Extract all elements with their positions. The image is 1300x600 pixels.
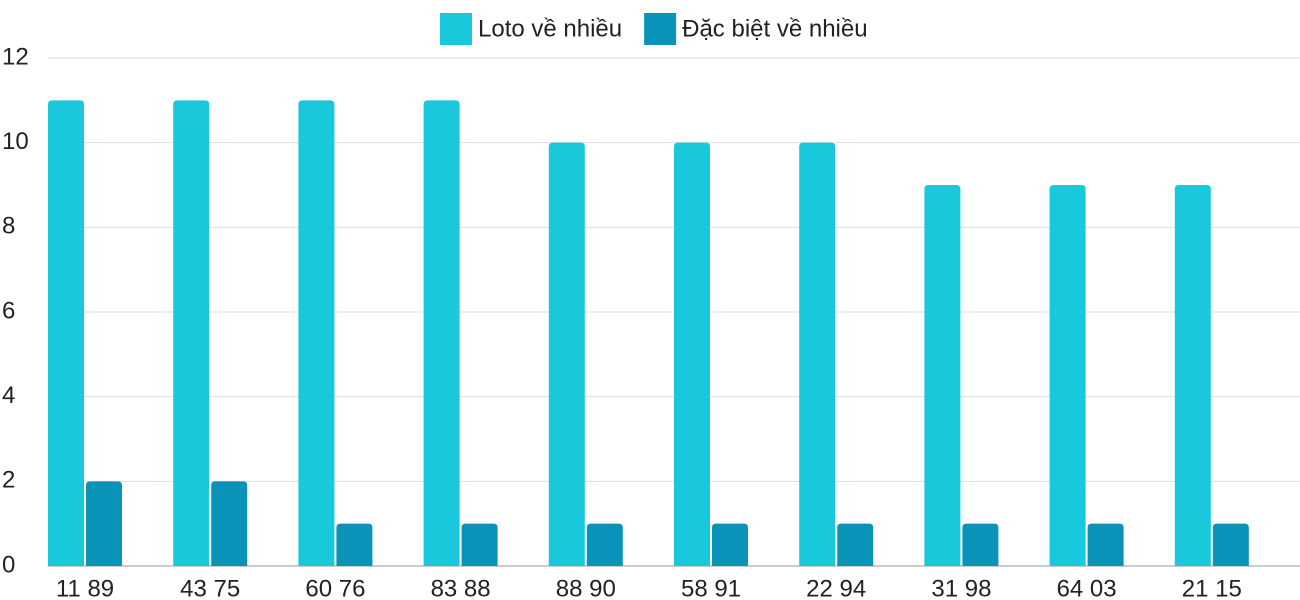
bar (1174, 185, 1211, 566)
bar (548, 142, 585, 566)
bar (799, 142, 836, 566)
bar (962, 523, 999, 566)
bar (336, 523, 373, 566)
x-tick-label: 60 76 (305, 575, 365, 600)
y-tick-label: 8 (2, 213, 15, 240)
x-tick-label: 43 75 (180, 575, 240, 600)
legend-label: Đặc biệt về nhiều (682, 15, 867, 42)
bar (1087, 523, 1124, 566)
x-tick-label: 31 98 (931, 575, 991, 600)
bar (48, 100, 84, 566)
y-tick-label: 2 (2, 467, 15, 494)
y-tick-label: 12 (2, 43, 29, 70)
bar (211, 481, 248, 566)
x-tick-label: 22 94 (806, 575, 866, 600)
bar (712, 523, 748, 566)
bar (173, 100, 210, 566)
legend-label: Loto về nhiều (478, 15, 622, 42)
x-tick-label: 64 03 (1057, 575, 1117, 600)
x-tick-label: 83 88 (431, 575, 491, 600)
x-tick-label: 58 91 (681, 575, 741, 600)
bar (423, 100, 460, 566)
bar (586, 523, 623, 566)
x-tick-label: 88 90 (556, 575, 616, 600)
y-tick-label: 4 (2, 382, 15, 409)
legend-swatch (644, 13, 677, 45)
y-tick-label: 0 (2, 551, 15, 578)
bar (1212, 523, 1249, 566)
bar (461, 523, 498, 566)
bar (1049, 185, 1086, 566)
x-tick-label: 11 89 (56, 575, 114, 600)
bar (674, 142, 710, 566)
bar (298, 100, 335, 566)
bar (86, 481, 122, 566)
y-tick-label: 10 (2, 128, 29, 155)
x-tick-label: 21 15 (1182, 575, 1242, 600)
bar (837, 523, 874, 566)
legend-swatch (440, 13, 472, 45)
y-tick-label: 6 (2, 297, 15, 324)
bar (924, 185, 961, 566)
